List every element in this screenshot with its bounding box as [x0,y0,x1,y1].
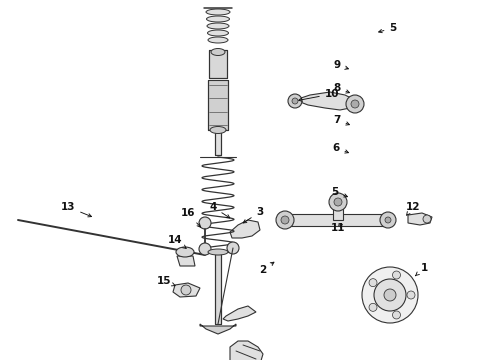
Text: 13: 13 [61,202,92,217]
Polygon shape [215,254,221,324]
Circle shape [380,212,396,228]
Circle shape [334,198,342,206]
Circle shape [181,285,191,295]
Ellipse shape [207,23,229,29]
Text: 11: 11 [331,223,345,233]
Ellipse shape [210,126,226,134]
Polygon shape [230,341,263,360]
Polygon shape [333,202,343,220]
Circle shape [227,242,239,254]
Text: 5: 5 [331,187,347,197]
Ellipse shape [208,249,228,255]
Circle shape [374,279,406,311]
Text: 5: 5 [379,23,396,33]
Polygon shape [223,306,256,321]
Circle shape [281,216,289,224]
Circle shape [369,279,377,287]
Text: 10: 10 [299,89,339,101]
Circle shape [329,193,347,211]
Polygon shape [177,256,195,266]
Circle shape [384,289,396,301]
Circle shape [346,95,364,113]
Circle shape [362,267,418,323]
Ellipse shape [211,49,225,55]
Text: 4: 4 [209,202,230,218]
Text: 9: 9 [333,60,348,70]
Text: 14: 14 [168,235,186,248]
Ellipse shape [206,9,230,15]
Polygon shape [208,80,228,130]
Ellipse shape [176,247,194,257]
Text: 2: 2 [259,262,274,275]
Text: 7: 7 [333,115,349,125]
Circle shape [423,215,431,223]
Circle shape [369,303,377,311]
Circle shape [199,217,211,229]
Circle shape [385,217,391,223]
Ellipse shape [206,16,229,22]
Text: 16: 16 [181,208,200,227]
Text: 15: 15 [157,276,175,286]
Polygon shape [200,324,236,334]
Polygon shape [209,50,227,78]
Polygon shape [230,220,260,238]
Text: 3: 3 [243,207,264,223]
Polygon shape [173,283,200,297]
Circle shape [407,291,415,299]
Ellipse shape [208,37,228,43]
Circle shape [392,311,400,319]
Circle shape [351,100,359,108]
Polygon shape [295,92,355,110]
Circle shape [292,98,298,104]
Text: 8: 8 [333,83,349,93]
Circle shape [288,94,302,108]
Polygon shape [285,214,385,226]
Polygon shape [215,130,221,155]
Text: 6: 6 [332,143,348,153]
Text: 1: 1 [416,263,428,276]
Circle shape [392,271,400,279]
Text: 12: 12 [406,202,420,215]
Circle shape [276,211,294,229]
Polygon shape [408,213,432,225]
Circle shape [199,243,211,255]
Ellipse shape [207,30,228,36]
